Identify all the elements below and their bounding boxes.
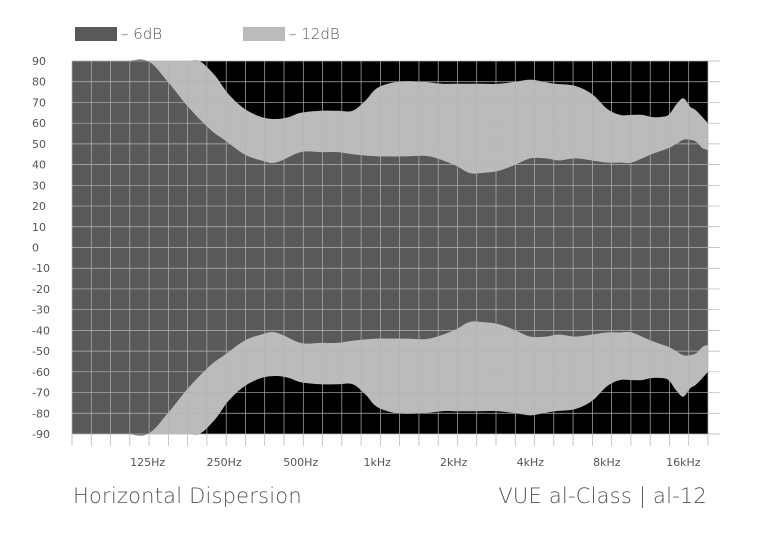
y-tick-label: -90 [32,428,50,441]
legend-item-6db: – 6dB [75,24,162,44]
y-tick-label: 30 [32,179,46,192]
y-tick-label: 0 [32,242,39,255]
x-tick-label: 8kHz [593,456,621,469]
x-tick-label: 1kHz [364,456,392,469]
legend-swatch-12db [243,27,285,41]
y-tick-label: -40 [32,324,50,337]
y-tick-label: 50 [32,138,46,151]
y-tick-label: -60 [32,366,50,379]
product-name: VUE al-Class | al-12 [498,484,707,508]
legend-label-12db: – 12dB [289,25,340,43]
x-tick-label: 250Hz [207,456,242,469]
x-tick-label: 500Hz [283,456,318,469]
x-tick-label: 16kHz [666,456,701,469]
y-tick-label: 20 [32,200,46,213]
x-tick-label: 4kHz [517,456,545,469]
y-tick-label: 80 [32,76,46,89]
y-tick-label: -80 [32,407,50,420]
y-axis: 90 80 70 60 50 40 30 20 10 0 -10 -20 -30 -40 -50 -60 -70… [32,55,50,441]
legend-item-12db: – 12dB [243,24,340,44]
x-tick-label: 2kHz [440,456,468,469]
legend-swatch-6db [75,27,117,41]
y-tick-label: -30 [32,304,50,317]
x-tick-label: 125Hz [130,456,165,469]
legend-label-6db: – 6dB [121,25,163,43]
y-tick-label: 60 [32,117,46,130]
y-tick-label: 90 [32,55,46,68]
y-tick-label: 40 [32,159,46,172]
y-tick-label: -70 [32,387,50,400]
x-axis: 125Hz 250Hz 500Hz 1kHz 2kHz 4kHz 8kHz 16kHz [130,456,701,469]
grid-lines [71,60,720,446]
chart-caption: Horizontal Dispersion [73,484,302,508]
y-tick-label: 10 [32,221,46,234]
y-tick-label: -20 [32,283,50,296]
y-tick-label: -10 [32,262,50,275]
y-tick-label: 70 [32,96,46,109]
y-tick-label: -50 [32,345,50,358]
